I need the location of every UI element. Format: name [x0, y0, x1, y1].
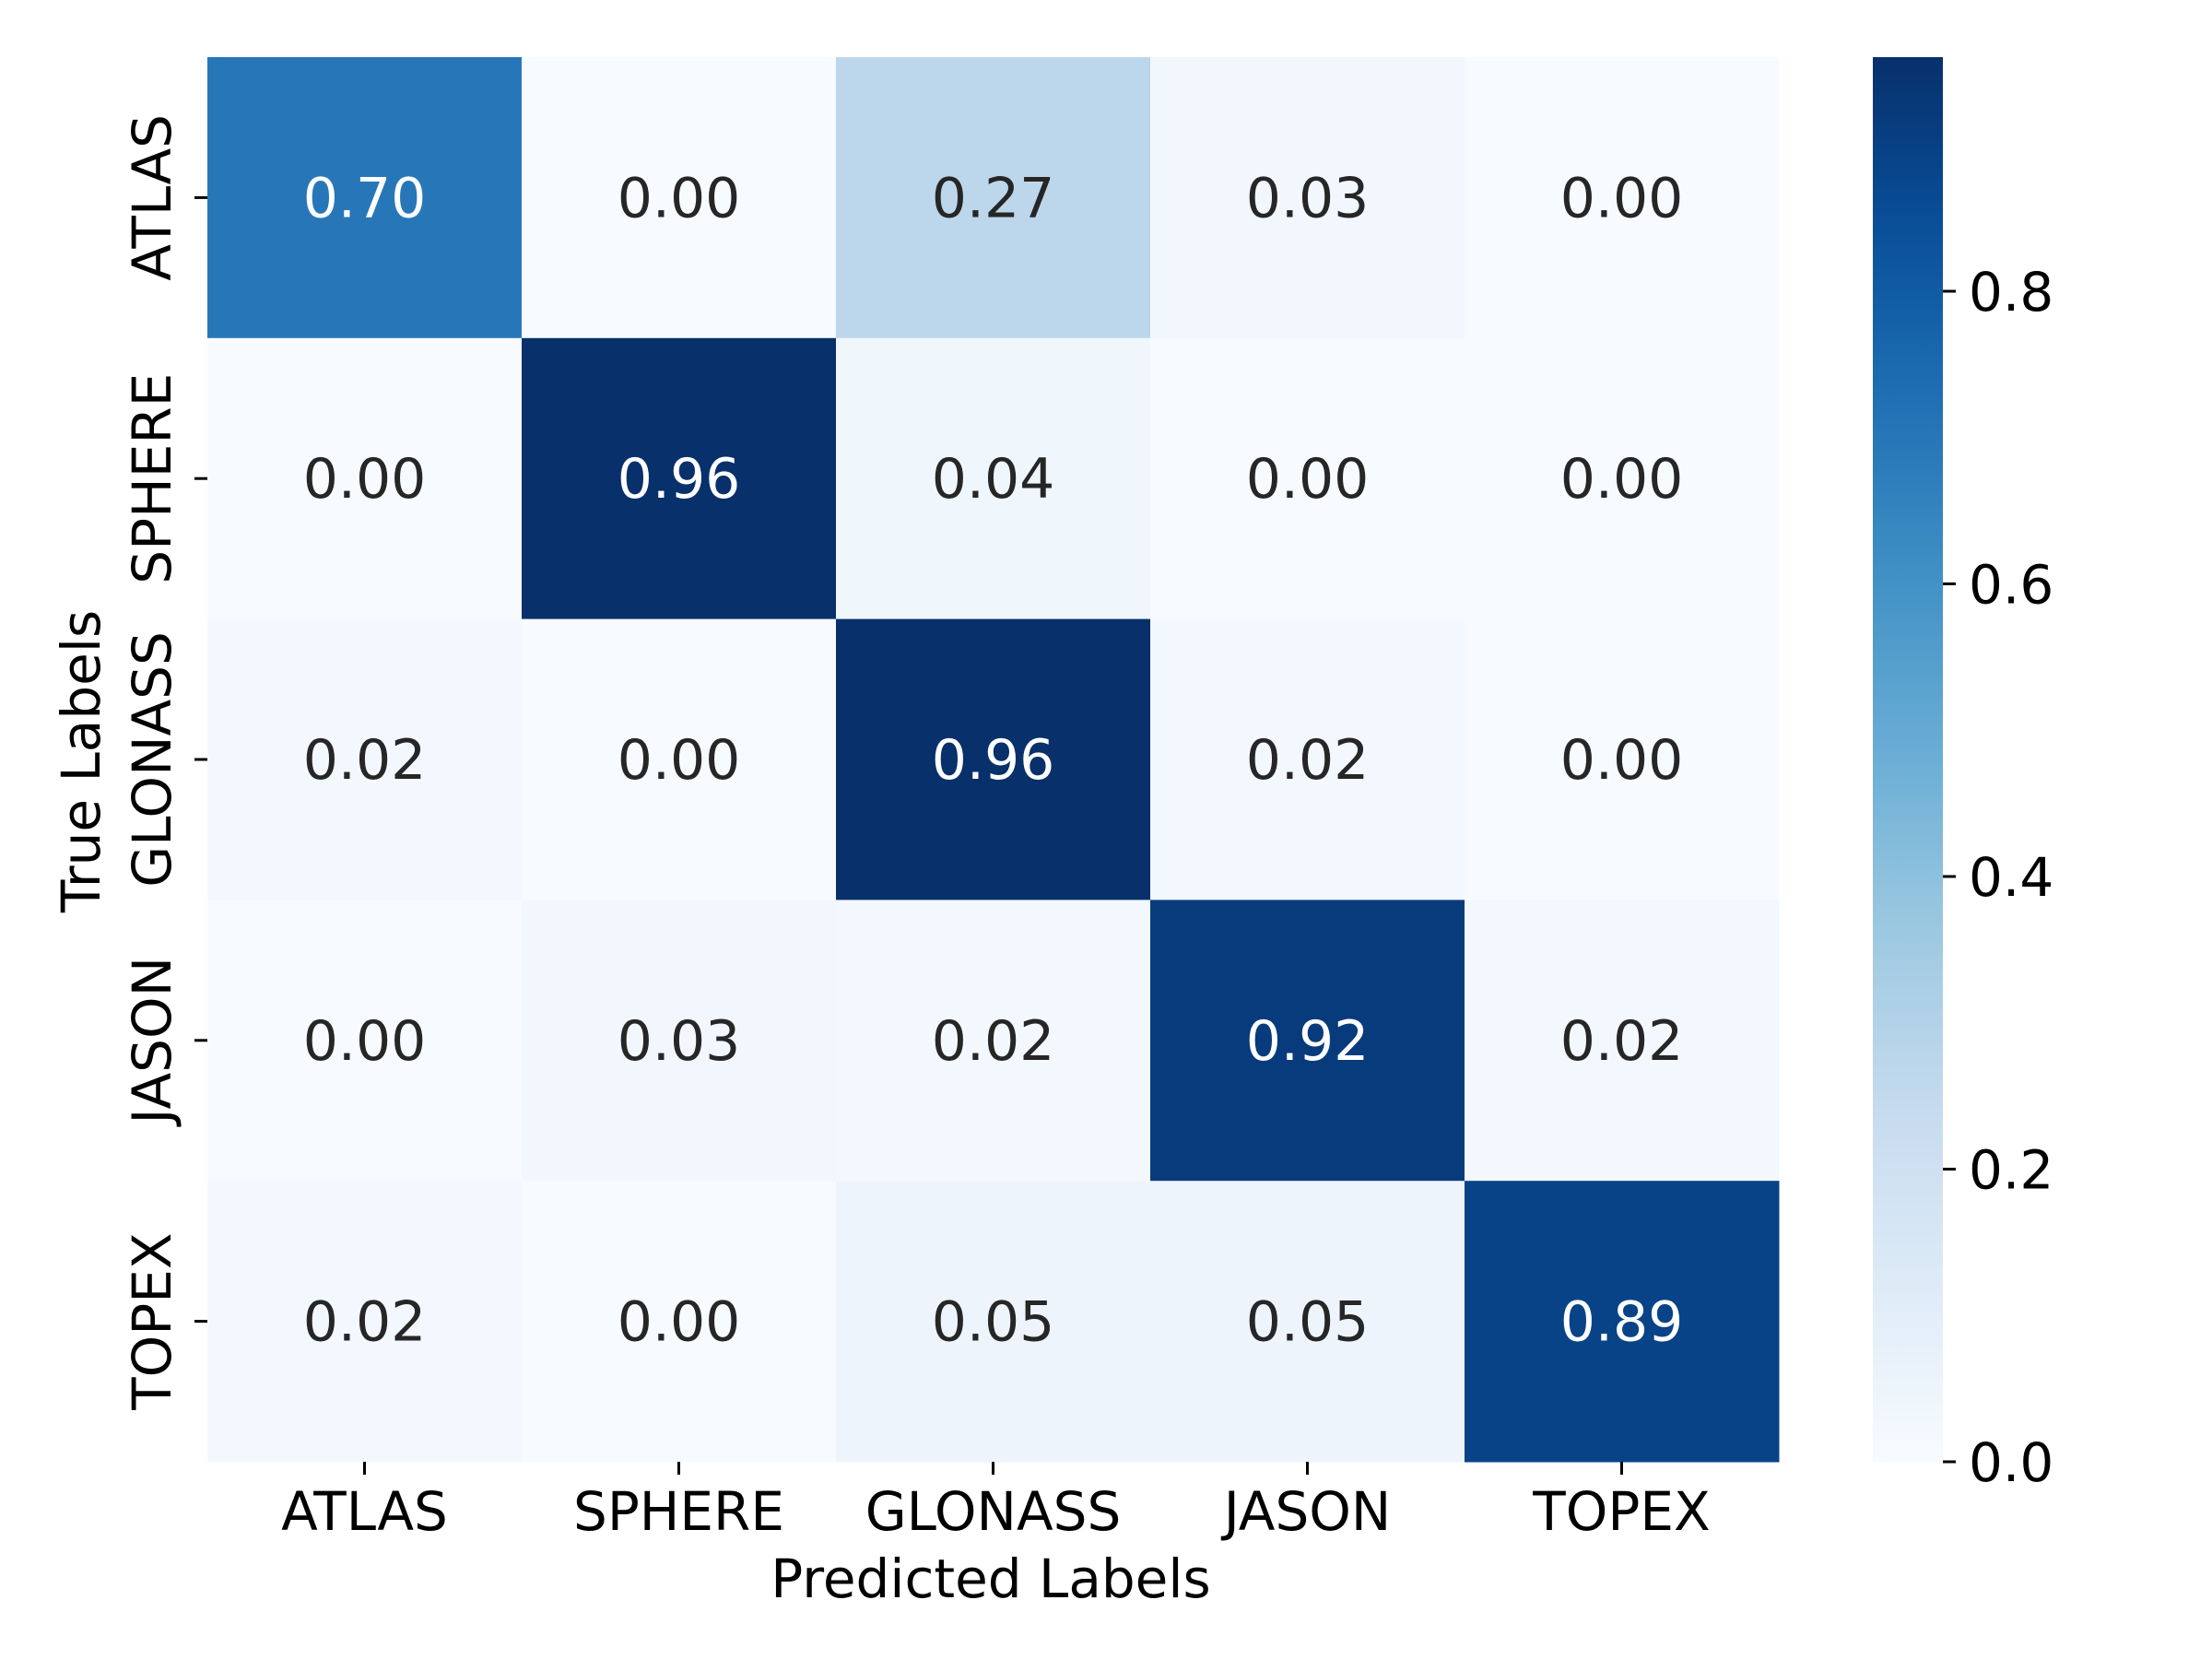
heatmap-cell [207, 57, 523, 339]
heatmap-cell [836, 900, 1151, 1182]
cell-value-label: 0.03 [618, 1009, 741, 1074]
colorbar-tick-label: 0.2 [1969, 1139, 2053, 1202]
cell-value-label: 0.89 [1560, 1290, 1684, 1355]
cell-value-label: 0.96 [932, 728, 1055, 793]
cell-value-label: 0.00 [1560, 728, 1684, 793]
cell-value-label: 0.02 [1560, 1009, 1684, 1074]
y-tick-label: GLONASS [121, 631, 183, 888]
heatmap-cell [1465, 900, 1780, 1182]
cell-value-label: 0.02 [932, 1009, 1055, 1074]
cell-value-label: 0.02 [303, 728, 427, 793]
heatmap-cell [836, 1181, 1151, 1463]
x-tick-label: SPHERE [573, 1480, 784, 1543]
cell-value-label: 0.92 [1246, 1009, 1370, 1074]
colorbar-tick-label: 0.4 [1969, 846, 2053, 909]
colorbar-tick-label: 0.0 [1969, 1431, 2053, 1494]
heatmap-cell [836, 57, 1151, 339]
colorbar-tick-label: 0.8 [1969, 261, 2053, 324]
y-tick-label: TOPEX [121, 1232, 183, 1410]
heatmap-cells [207, 57, 1780, 1463]
heatmap-cell [522, 57, 837, 339]
heatmap-cell [522, 337, 837, 620]
colorbar-tick-label: 0.6 [1969, 554, 2053, 617]
y-tick-label: SPHERE [121, 373, 183, 584]
y-axis-ticks: ATLAS SPHERE GLONASS JASON TOPEX [121, 114, 207, 1411]
cell-value-label: 0.00 [303, 447, 427, 512]
heatmap-cell [1465, 57, 1780, 339]
heatmap-cell [207, 900, 523, 1182]
cell-value-label: 0.00 [1246, 447, 1370, 512]
cell-value-label: 0.00 [618, 1290, 741, 1355]
x-axis-ticks: ATLAS SPHERE GLONASS JASON TOPEX [281, 1462, 1711, 1543]
cell-value-label: 0.05 [1246, 1290, 1370, 1355]
colorbar [1873, 57, 1943, 1462]
heatmap-cell [522, 618, 837, 900]
cell-annotations: 0.70 0.00 0.27 0.03 0.00 0.00 0.96 0.04 0.00 0.00… [303, 166, 1684, 1354]
heatmap-cell [1465, 618, 1780, 900]
cell-value-label: 0.04 [932, 447, 1055, 512]
heatmap-cell [1150, 57, 1465, 339]
heatmap-cell [207, 337, 523, 620]
heatmap-cell [836, 618, 1151, 900]
x-tick-label: GLONASS [865, 1480, 1122, 1543]
heatmap-cell [1150, 900, 1465, 1182]
heatmap-cell [1465, 337, 1780, 620]
cell-value-label: 0.00 [1560, 166, 1684, 230]
cell-value-label: 0.00 [303, 1009, 427, 1074]
cell-value-label: 0.27 [932, 166, 1055, 230]
cell-value-label: 0.00 [618, 166, 741, 230]
heatmap-cell [1150, 337, 1465, 620]
cell-value-label: 0.02 [1246, 728, 1370, 793]
heatmap-cell [1465, 1181, 1780, 1463]
y-tick-label: JASON [121, 957, 183, 1127]
x-tick-label: TOPEX [1532, 1480, 1710, 1543]
cell-value-label: 0.00 [618, 728, 741, 793]
cell-value-label: 0.02 [303, 1290, 427, 1355]
y-tick-label: ATLAS [121, 114, 183, 281]
heatmap-cell [836, 337, 1151, 620]
heatmap-cell [1150, 618, 1465, 900]
y-axis-label: True Labels [50, 610, 112, 913]
cell-value-label: 0.70 [303, 166, 427, 230]
cell-value-label: 0.96 [618, 447, 741, 512]
x-tick-label: ATLAS [281, 1480, 448, 1543]
heatmap-cell [1150, 1181, 1465, 1463]
cell-value-label: 0.00 [1560, 447, 1684, 512]
heatmap-cell [207, 1181, 523, 1463]
heatmap-cell [522, 900, 837, 1182]
cell-value-label: 0.03 [1246, 166, 1370, 230]
x-axis-label: Predicted Labels [771, 1547, 1210, 1610]
heatmap-cell [207, 618, 523, 900]
colorbar-ticks: 0.0 0.2 0.4 0.6 0.8 [1943, 261, 2053, 1494]
heatmap-cell [522, 1181, 837, 1463]
x-tick-label: JASON [1221, 1480, 1392, 1543]
cell-value-label: 0.05 [932, 1290, 1055, 1355]
